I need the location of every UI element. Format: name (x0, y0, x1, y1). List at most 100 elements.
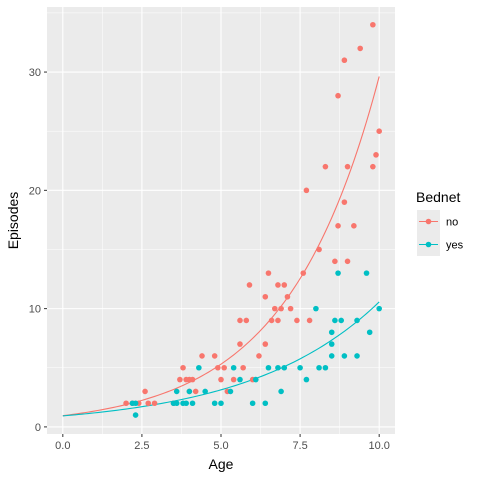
data-point-yes (297, 364, 303, 371)
data-point-no (271, 305, 278, 312)
data-point-no (142, 388, 148, 395)
data-point-no (123, 400, 129, 407)
axes: 0.0 2.5 5.0 7.5 10.0 0 10 20 30 (29, 67, 390, 452)
y-tick-label: 0 (35, 422, 41, 434)
data-point-yes (332, 317, 338, 324)
data-point-no (275, 317, 281, 324)
data-point-no (237, 317, 243, 324)
data-point-yes (322, 364, 329, 371)
data-point-no (237, 341, 243, 347)
data-point-no (268, 317, 275, 324)
data-point-no (180, 364, 186, 371)
data-point-yes (303, 376, 310, 383)
data-point-yes (281, 364, 288, 371)
legend-label-yes: yes (446, 240, 464, 252)
y-tick-label: 30 (29, 67, 41, 79)
data-point-yes (202, 388, 208, 395)
x-axis-title: Age (209, 456, 234, 472)
data-point-yes (173, 400, 180, 407)
data-point-yes (132, 412, 139, 418)
data-point-no (332, 258, 338, 265)
data-point-yes (328, 329, 335, 336)
data-point-no (230, 376, 237, 383)
data-point-yes (354, 353, 360, 359)
data-point-no (243, 317, 250, 324)
legend: Bednet no yes (416, 189, 464, 256)
data-point-no (357, 45, 364, 52)
data-point-no (335, 223, 341, 229)
data-point-no (373, 152, 379, 158)
data-point-no (151, 400, 158, 407)
data-point-yes (275, 364, 281, 371)
data-point-no (177, 376, 183, 383)
y-axis-title: Episodes (5, 192, 21, 250)
data-point-yes (366, 329, 373, 336)
data-point-no (306, 317, 313, 324)
data-point-yes (265, 364, 272, 371)
data-point-yes (278, 388, 284, 395)
data-point-no (265, 270, 272, 276)
data-point-yes (341, 353, 348, 359)
legend-label-no: no (446, 217, 458, 229)
x-tick-label: 10.0 (368, 440, 389, 452)
data-point-yes (230, 364, 237, 371)
data-point-yes (132, 400, 139, 407)
legend-title: Bednet (416, 189, 460, 205)
trend-line-yes (62, 301, 380, 417)
data-point-yes (196, 364, 202, 371)
data-point-yes (173, 388, 180, 395)
data-point-no (344, 163, 351, 170)
data-point-yes (211, 400, 218, 407)
data-point-no (192, 388, 199, 395)
data-point-no (145, 400, 152, 407)
y-tick-label: 20 (29, 185, 41, 197)
data-point-no (281, 282, 288, 288)
x-tick-label: 5.0 (213, 440, 228, 452)
data-point-yes (354, 317, 360, 324)
data-point-no (218, 376, 224, 383)
data-point-no (335, 92, 341, 99)
legend-key-yes (417, 233, 440, 256)
data-point-no (215, 364, 221, 371)
data-point-no (376, 128, 382, 134)
data-point-no (240, 364, 246, 371)
data-point-no (262, 341, 269, 347)
data-point-yes (376, 305, 382, 312)
data-point-no (221, 364, 227, 371)
plot-panel (47, 7, 395, 434)
data-point-yes (313, 305, 319, 312)
x-tick-label: 2.5 (134, 440, 149, 452)
data-point-no (370, 21, 376, 28)
data-point-yes (328, 341, 335, 347)
data-point-no (278, 305, 284, 312)
legend-point-swatch (425, 218, 432, 225)
data-point-yes (237, 376, 243, 383)
data-point-no (199, 353, 205, 359)
data-point-yes (183, 400, 189, 407)
data-point-no (275, 282, 281, 288)
data-point-no (351, 223, 357, 229)
data-point-no (344, 258, 351, 265)
data-point-yes (328, 353, 335, 359)
data-point-no (189, 376, 196, 383)
data-point-no (300, 270, 307, 276)
data-point-yes (316, 364, 322, 371)
data-point-no (262, 293, 269, 300)
data-point-no (341, 199, 348, 205)
y-tick-label: 10 (29, 304, 41, 316)
data-point-no (246, 282, 253, 288)
data-point-no (284, 293, 291, 300)
x-tick-label: 0.0 (55, 440, 70, 452)
data-point-yes (253, 376, 259, 383)
data-point-yes (335, 270, 341, 276)
x-tick-label: 7.5 (292, 440, 307, 452)
data-point-no (316, 246, 322, 253)
data-point-no (322, 163, 329, 170)
data-point-yes (338, 317, 345, 324)
data-point-yes (218, 400, 224, 407)
data-point-yes (227, 388, 234, 395)
data-points (123, 21, 382, 418)
data-point-yes (249, 400, 256, 407)
legend-point-swatch (425, 241, 432, 248)
